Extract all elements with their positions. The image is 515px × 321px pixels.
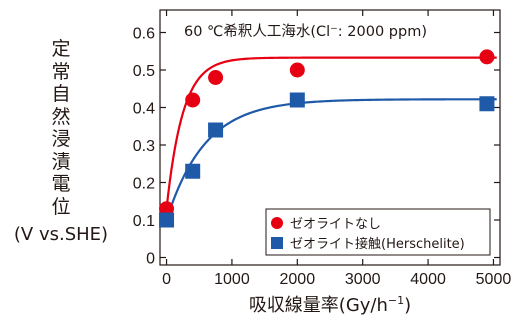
y-axis-label-char: 然 [51,105,71,128]
y-tick-label: 0.1 [133,213,155,230]
y-axis-unit: (V vs.SHE) [13,224,109,245]
legend-marker-circle [271,217,283,229]
data-point-square [289,92,305,108]
legend-label: ゼオライトなし [290,217,381,232]
data-point-square [208,122,224,138]
y-axis-label-chars: 定常自然浸漬電位 [0,38,122,218]
y-tick-label: 0.6 [133,26,155,43]
y-axis-label-char: 常 [51,60,71,83]
y-axis-label-char: 浸 [51,128,71,150]
data-point-square [185,163,201,179]
fit-curve-circle [165,56,497,209]
x-tick-label: 2000 [280,271,316,288]
data-point-square [159,212,175,228]
y-tick-label: 0 [146,251,155,268]
y-axis-label-char: 位 [51,195,71,218]
ticks-layer: 0 1000 2000 3000 4000 5000 0 0.1 0.2 0.3 0.4 0.5 0.6 [133,10,512,288]
x-tick-label: 5000 [476,271,512,288]
data-point-circle [479,49,495,65]
x-tick-label: 1000 [214,271,250,288]
legend-label: ゼオライト接触(Herschelite) [290,236,465,252]
data-point-circle [208,70,224,85]
x-tick-label: 4000 [410,271,446,288]
y-axis-label-char: 自 [51,83,71,105]
x-axis-label-close: ) [404,295,412,316]
x-axis-label-sup: −1 [387,294,405,307]
y-axis-label: 定常自然浸漬電位 (V vs.SHE) [0,38,122,245]
data-point-circle [289,62,305,78]
y-axis-label-char: 定 [51,38,71,60]
legend-marker-square [271,237,283,249]
y-tick-label: 0.4 [133,101,155,118]
condition-annotation: 60 ℃希釈人工海水(Cl⁻: 2000 ppm) [184,23,427,40]
y-axis-label-char: 電 [51,173,71,195]
data-points-layer [159,49,495,228]
y-tick-label: 0.2 [133,176,155,193]
data-point-circle [185,92,201,108]
x-tick-label: 3000 [345,271,381,288]
x-axis-label: 吸収線量率(Gy/h−1) [160,291,500,317]
legend-box [265,208,491,256]
y-tick-label: 0.3 [133,138,155,155]
x-tick-label: 0 [162,271,171,288]
y-tick-label: 0.5 [133,63,155,80]
data-point-square [479,96,495,112]
y-axis-label-char: 漬 [51,150,71,173]
x-axis-label-main: 吸収線量率(Gy/h [248,295,388,316]
